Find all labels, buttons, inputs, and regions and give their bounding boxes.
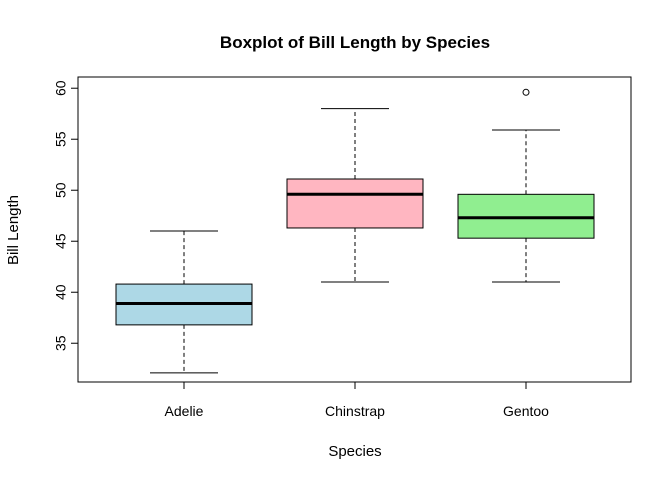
box-adelie xyxy=(115,230,253,374)
y-tick-label: 50 xyxy=(53,182,69,198)
iqr-box xyxy=(286,178,424,229)
x-tick-label-adelie: Adelie xyxy=(165,403,204,419)
y-tick-label: 60 xyxy=(53,80,69,96)
y-tick-label: 35 xyxy=(53,335,69,351)
boxes-group xyxy=(115,88,595,374)
iqr-box xyxy=(457,193,595,239)
box-chinstrap xyxy=(286,108,424,283)
y-tick-label: 40 xyxy=(53,284,69,300)
y-axis-label: Bill Length xyxy=(5,195,22,265)
x-tick-label-gentoo: Gentoo xyxy=(503,403,549,419)
y-tick-label: 45 xyxy=(53,233,69,249)
box-gentoo xyxy=(457,88,595,283)
y-axis: 35 40 45 50 55 60 xyxy=(53,80,79,351)
x-tick-label-chinstrap: Chinstrap xyxy=(325,403,385,419)
x-axis-label: Species xyxy=(328,443,381,460)
chart-title: Boxplot of Bill Length by Species xyxy=(220,33,490,52)
x-axis: Adelie Chinstrap Gentoo xyxy=(165,381,549,419)
y-tick-label: 55 xyxy=(53,131,69,147)
outlier-point xyxy=(522,88,530,96)
